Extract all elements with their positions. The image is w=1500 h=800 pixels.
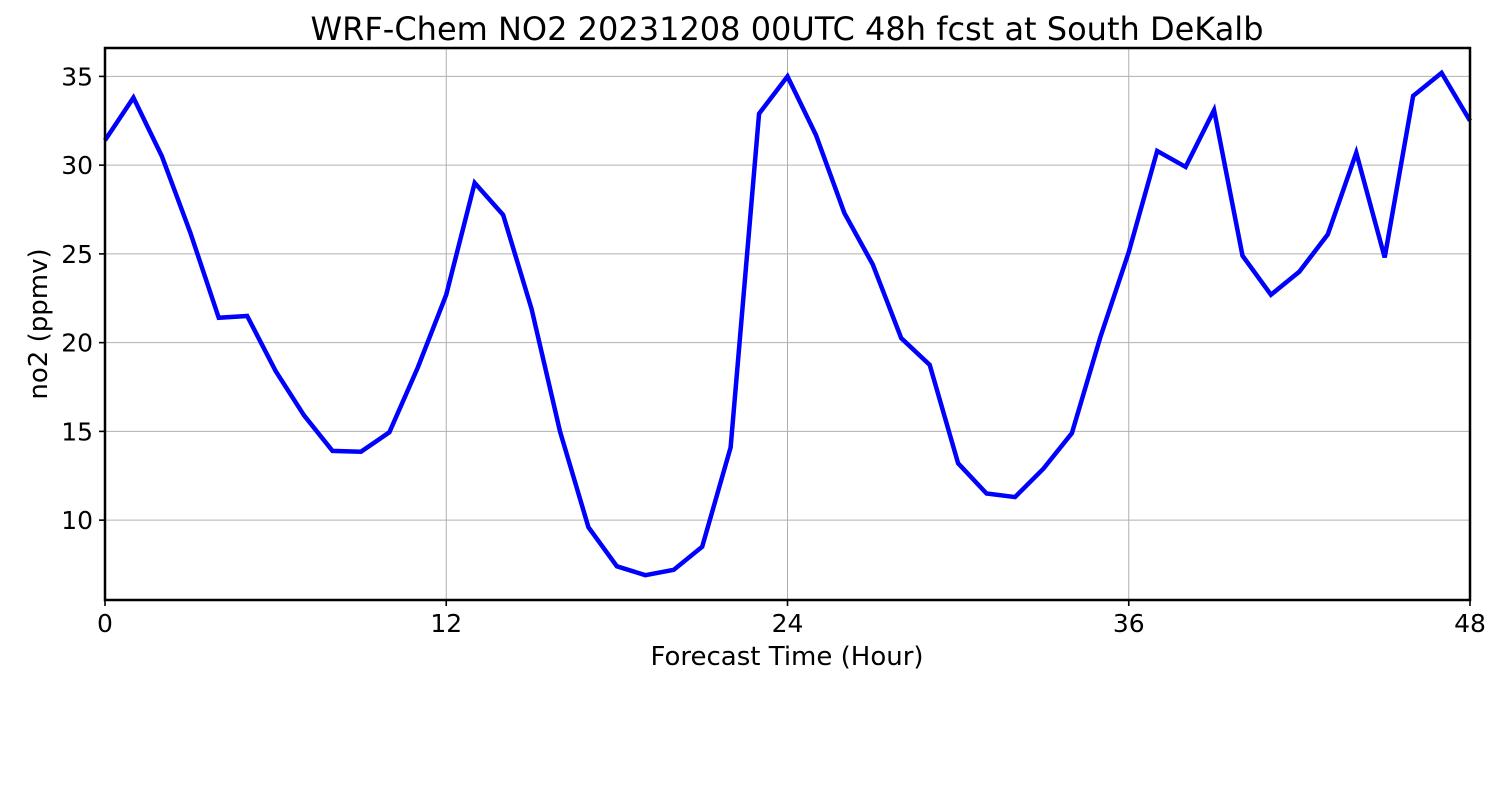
y-tick-label: 25 (61, 240, 93, 269)
y-tick-label: 20 (61, 329, 93, 358)
plot-frame (103, 46, 1472, 602)
x-tick-label: 48 (1454, 609, 1486, 638)
y-tick-label: 30 (61, 151, 93, 180)
no2-series-line (103, 69, 1472, 578)
y-tick-label: 10 (61, 506, 93, 535)
axis-ticks: 0 12 24 36 48 10 15 20 25 30 35 (61, 62, 1486, 638)
series-layer (103, 69, 1472, 578)
y-axis-label: no2 (ppmv) (24, 248, 54, 399)
x-tick-label: 12 (430, 609, 462, 638)
y-tick-label: 35 (61, 62, 93, 91)
x-tick-label: 36 (1113, 609, 1145, 638)
chart-title: WRF-Chem NO2 20231208 00UTC 48h fcst at … (311, 10, 1264, 48)
y-tick-label: 15 (61, 417, 93, 446)
x-axis-label: Forecast Time (Hour) (650, 642, 923, 672)
x-tick-label: 0 (97, 609, 113, 638)
x-tick-label: 24 (772, 609, 804, 638)
